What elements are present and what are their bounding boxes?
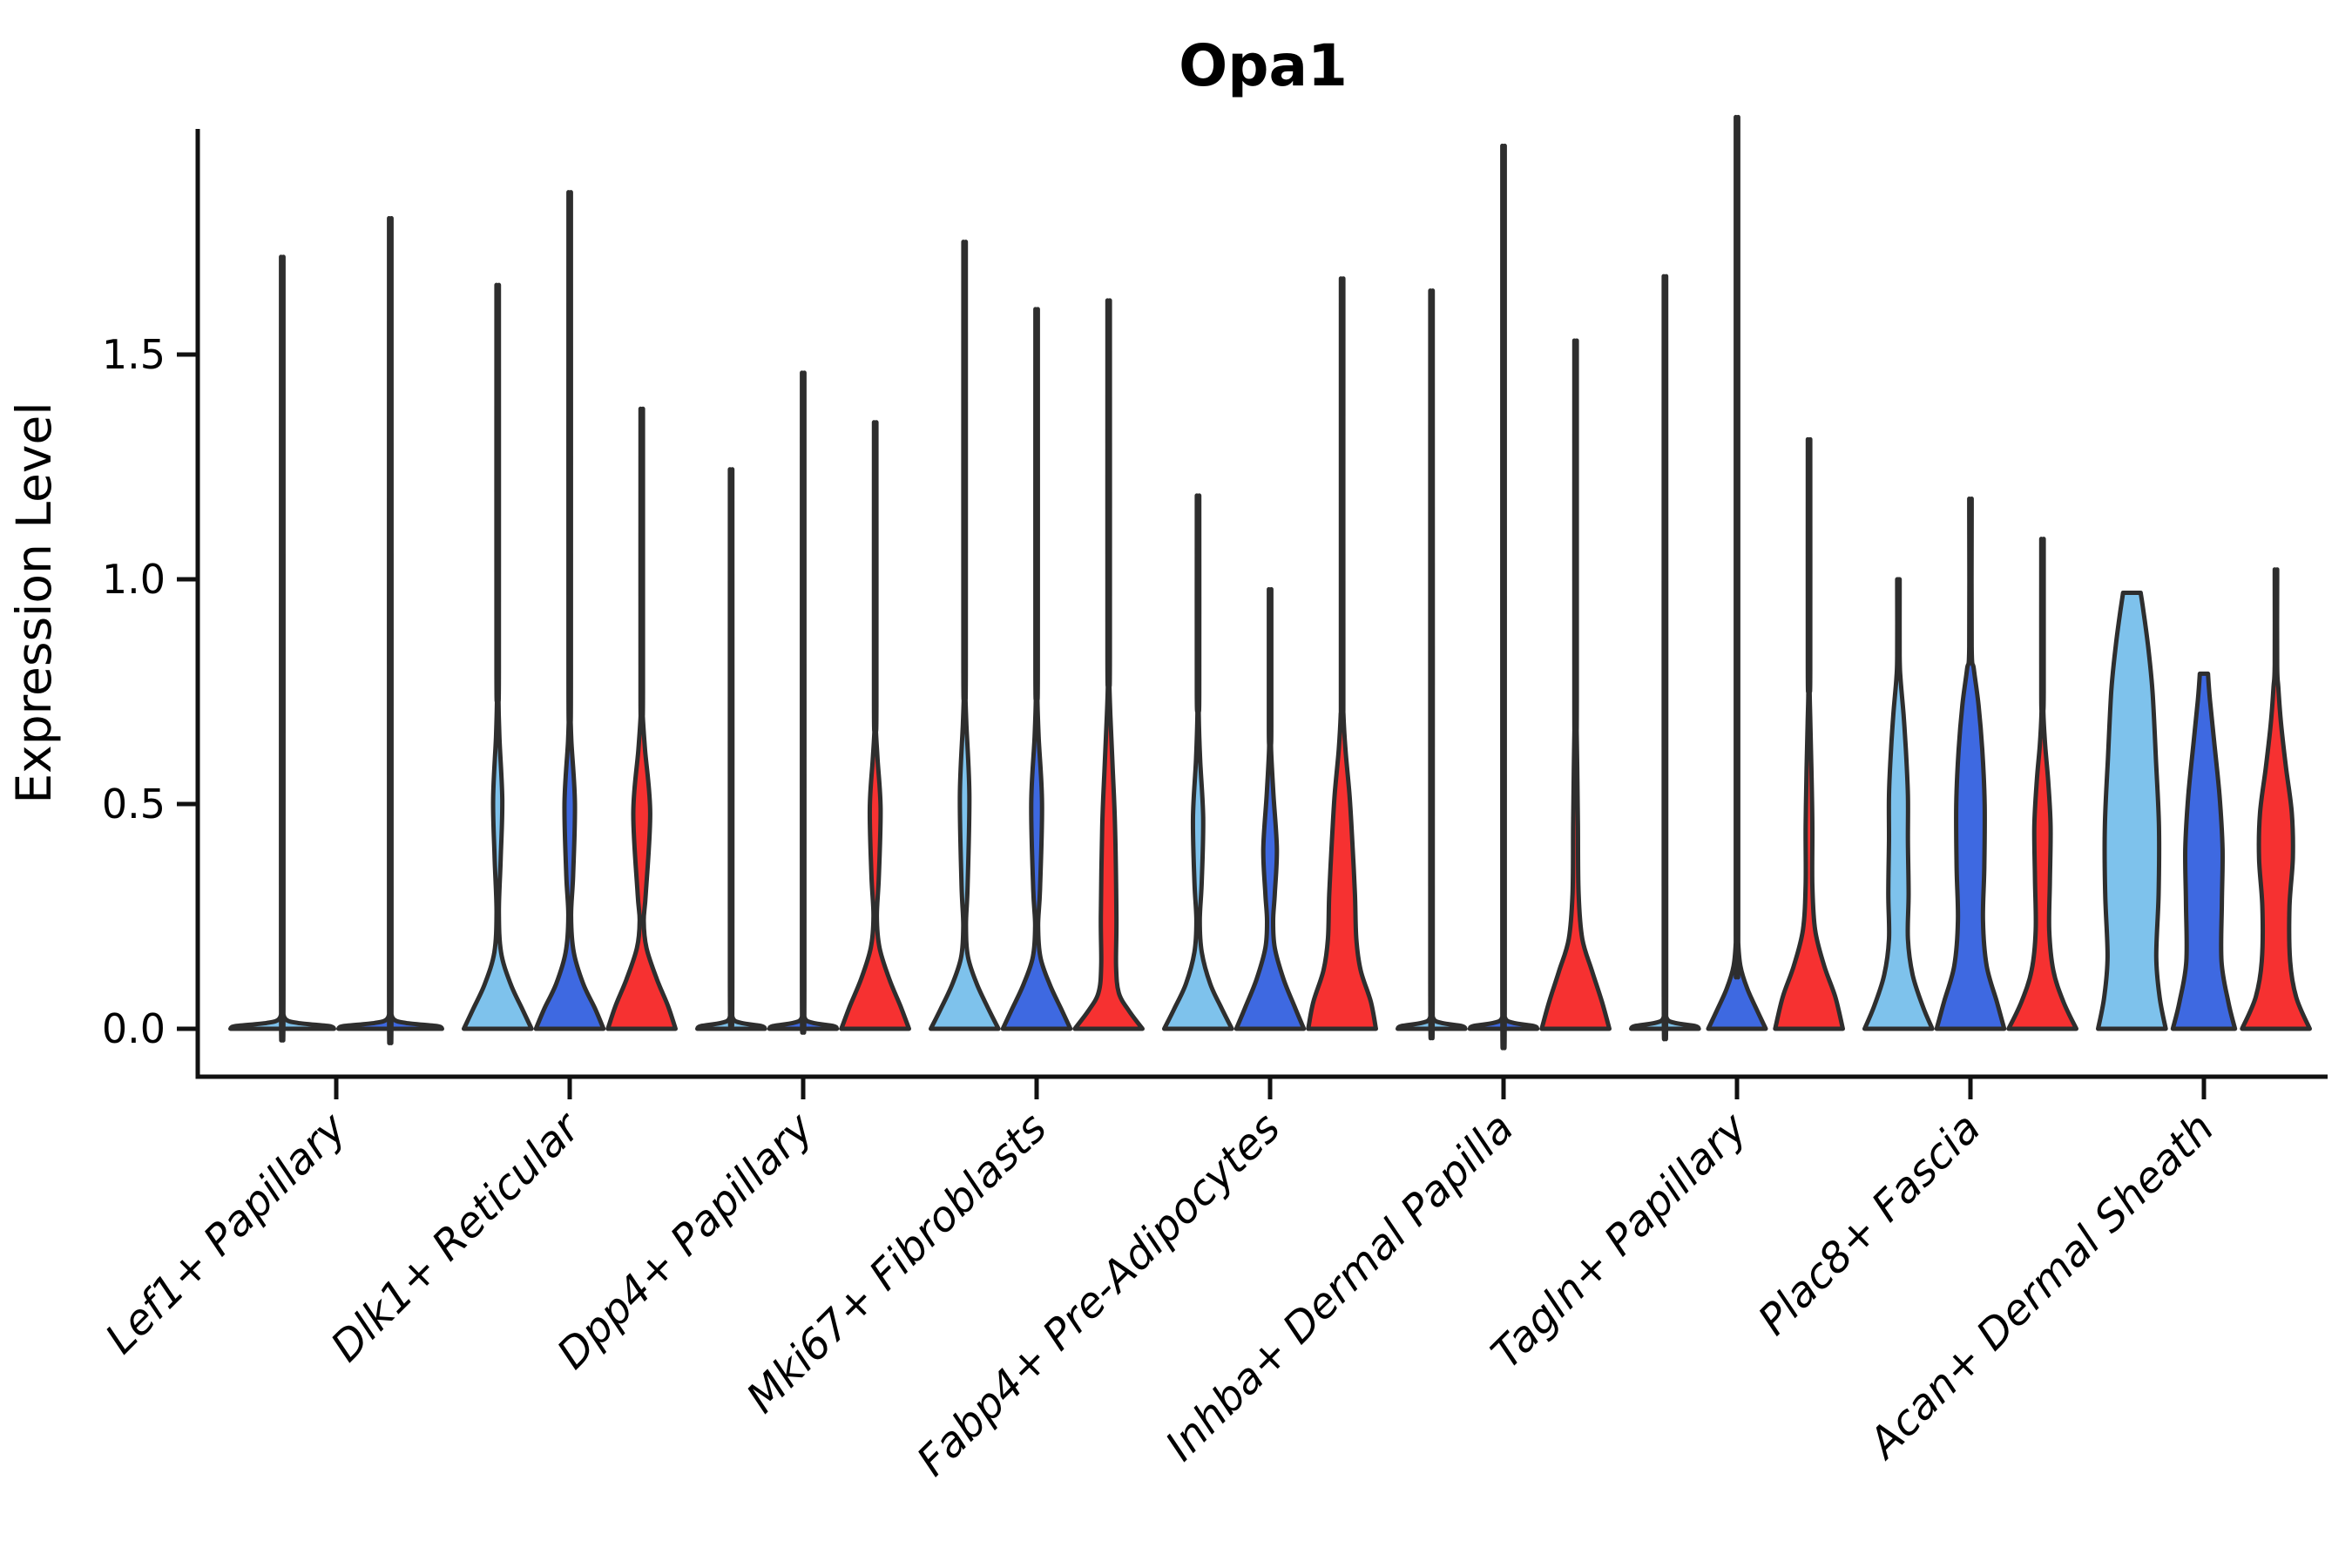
- violin-acan-dermal-sheath-darkblue: [2170, 671, 2238, 1031]
- violin-mki67-fibroblasts-darkblue: [1000, 307, 1073, 1031]
- violin-tagln-papillary-red: [1773, 437, 1845, 1031]
- violin-dpp4-papillary-lightblue: [695, 467, 767, 1031]
- violin-dpp4-papillary-red: [839, 420, 911, 1031]
- axes-spines: [195, 129, 2328, 1079]
- violin-mki67-fibroblasts-red: [1072, 298, 1145, 1031]
- y-tick-label-0.0: 0.0: [102, 1005, 166, 1052]
- violin-fabp4-pre-adipocytes-lightblue: [1162, 493, 1234, 1031]
- violin-inhba-dermal-papilla-lightblue: [1396, 288, 1468, 1041]
- violin-plac8-fascia-red: [2006, 537, 2078, 1031]
- y-tick-label-1.5: 1.5: [102, 331, 166, 378]
- x-tick-label-plac8-fascia: Plac8+ Fascia: [1749, 1104, 1990, 1345]
- violin-dlk1-reticular-lightblue: [462, 282, 534, 1031]
- violin-plac8-fascia-darkblue: [1934, 497, 2007, 1031]
- violin-acan-dermal-sheath-red: [2240, 567, 2312, 1031]
- y-axis-label: Expression Level: [6, 402, 62, 803]
- violin-inhba-dermal-papilla-darkblue: [1467, 144, 1540, 1051]
- violin-acan-dermal-sheath-lightblue: [2096, 591, 2168, 1031]
- violin-lef1-papillary-darkblue: [336, 216, 444, 1045]
- x-tick-label-tagln-papillary: Tagln+ Papillary: [1482, 1103, 1757, 1378]
- violin-tagln-papillary-darkblue: [1706, 114, 1768, 1031]
- violin-dpp4-papillary-darkblue: [767, 370, 840, 1035]
- x-tick-label-lef1-papillary: Lef1+ Papillary: [96, 1103, 356, 1363]
- violin-fabp4-pre-adipocytes-darkblue: [1233, 587, 1307, 1031]
- y-tick-label-0.5: 0.5: [102, 781, 166, 828]
- violin-plac8-fascia-lightblue: [1862, 577, 1935, 1031]
- violin-inhba-dermal-papilla-red: [1539, 338, 1612, 1031]
- violin-dlk1-reticular-red: [605, 406, 678, 1031]
- violin-tagln-papillary-lightblue: [1629, 274, 1701, 1042]
- chart-title: Opa1: [1179, 32, 1348, 99]
- x-tick-label-dlk1-reticular: Dlk1+ Reticular: [321, 1102, 591, 1372]
- violin-fabp4-pre-adipocytes-red: [1306, 276, 1378, 1031]
- violin-lef1-papillary-lightblue: [228, 254, 336, 1043]
- plot-area: [177, 114, 2328, 1099]
- violin-dlk1-reticular-darkblue: [533, 190, 606, 1031]
- y-tick-label-1.0: 1.0: [102, 556, 166, 603]
- violin-mki67-fibroblasts-lightblue: [929, 240, 1001, 1031]
- x-tick-label-dpp4-papillary: Dpp4+ Papillary: [548, 1103, 823, 1378]
